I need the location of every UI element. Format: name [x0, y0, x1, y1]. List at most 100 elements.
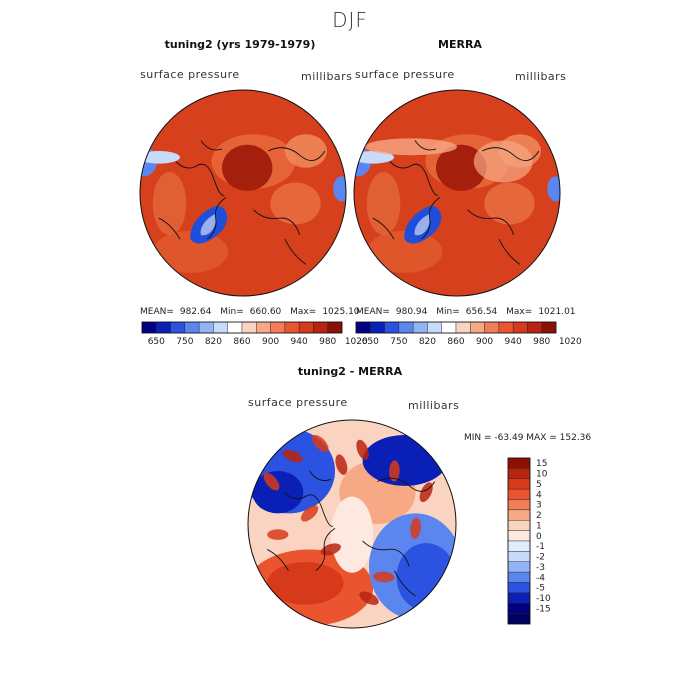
colorbar-swatch — [507, 540, 531, 552]
coastline-segment — [158, 217, 181, 240]
coastline-segment — [414, 140, 437, 151]
colorbar-swatch — [355, 321, 371, 334]
panel2-colorbar-tick-label: 900 — [476, 337, 493, 347]
colorbar-swatch — [507, 561, 531, 573]
panel3-colorbar-tick-label: 4 — [536, 490, 542, 500]
coastline-segment — [200, 140, 223, 151]
panel1-units-label: millibars — [301, 70, 353, 83]
terrain-speckle — [300, 505, 319, 522]
colorbar-swatch — [507, 457, 531, 469]
low-pressure-centre — [436, 144, 487, 191]
panel1-colorbar-tick-label: 900 — [262, 337, 279, 347]
panel1-mean-value: 982.64 — [179, 307, 212, 317]
colorbar-frame — [507, 457, 531, 625]
panel3-colorbar-tick-label: -3 — [536, 563, 545, 573]
panel3-colorbar-tick-label: 10 — [536, 470, 548, 480]
panel1-max-label: Max= — [290, 307, 317, 317]
coastline-segment — [393, 570, 416, 597]
panel2-variable-label: surface pressure — [355, 68, 455, 81]
colorbar-swatch — [398, 321, 414, 334]
panel1-map-field — [140, 90, 346, 296]
panel3-colorbar-tick-label: -4 — [536, 573, 545, 583]
colorbar-swatch — [270, 321, 286, 334]
pressure-patch — [285, 134, 327, 168]
colorbar-swatch — [507, 571, 531, 583]
panel2-map-border — [353, 89, 561, 297]
panel1-mean-label: MEAN= — [140, 307, 174, 317]
coastline-segment — [266, 549, 289, 571]
coastline-segment — [283, 491, 334, 527]
colorbar-frame — [141, 321, 343, 334]
panel2-map-field — [354, 90, 560, 296]
coastline-segment — [377, 477, 436, 492]
coastline-segment — [175, 161, 225, 196]
mountain-low — [140, 151, 180, 164]
mountain-low — [354, 151, 394, 164]
terrain-speckle — [373, 571, 395, 583]
rockies-low — [333, 176, 346, 202]
panel3-colorbar-tick-label: 0 — [536, 532, 542, 542]
panel3-colorbar-tick-label: -15 — [536, 604, 551, 614]
colorbar-swatch — [470, 321, 485, 334]
panel2-colorbar-tick-label: 940 — [505, 337, 522, 347]
panel1-variable-label: surface pressure — [140, 68, 240, 81]
terrain-speckle — [335, 454, 348, 475]
panel3-colorbar-tick-label: -10 — [536, 594, 551, 604]
colorbar-swatch — [327, 321, 343, 334]
colorbar-swatch — [507, 520, 531, 531]
coastline-segment — [207, 196, 227, 240]
terrain-speckle — [359, 591, 379, 605]
greenland-edge — [414, 214, 431, 236]
panel2-max-label: Max= — [506, 307, 533, 317]
panel3-colorbar-tick-label: 15 — [536, 459, 547, 469]
panel2-min-value: 656.54 — [465, 307, 498, 317]
colorbar-swatch — [507, 551, 531, 562]
negative-anomaly-west-core — [252, 471, 304, 514]
coastline-segment — [253, 209, 301, 236]
panel3-coastlines — [266, 470, 436, 597]
panel1-colorbar-tick-label: 1020 — [345, 337, 368, 347]
terrain-band — [473, 140, 533, 183]
colorbar-swatch — [441, 321, 457, 334]
terrain-speckle — [356, 439, 369, 460]
colorbar-swatch — [512, 321, 528, 334]
panel3-colorbar-tick-label: -1 — [536, 542, 545, 552]
panel1-colorbar-tick-label: 820 — [205, 337, 222, 347]
panel1-title: tuning2 (yrs 1979-1979) — [164, 38, 316, 51]
colorbar-swatch — [213, 321, 228, 334]
panel1-colorbar: 650 750 820 860 900 940 980 1020 — [141, 321, 368, 347]
panel2-colorbar: 650 750 820 860 900 940 980 1020 — [355, 321, 582, 347]
coastline-segment — [372, 217, 395, 240]
colorbar-swatch — [507, 592, 531, 604]
negative-anomaly-east-core — [396, 543, 456, 611]
panel1-colorbar-tick-label: 650 — [148, 337, 165, 347]
panel3-units-label: millibars — [408, 399, 460, 412]
terrain-speckle — [410, 517, 421, 539]
colorbar-swatch — [412, 321, 428, 334]
panel1-colorbar-tick-label: 750 — [176, 337, 193, 347]
low-pressure-centre — [222, 144, 273, 191]
panel2-colorbar-tick-label: 980 — [533, 337, 550, 347]
terrain-speckle — [311, 434, 329, 452]
panel2-mean-label: MEAN= — [356, 307, 390, 317]
colorbar-swatch — [156, 321, 171, 334]
panel2-colorbar-tick-label: 1020 — [559, 337, 582, 347]
panel2-units-label: millibars — [515, 70, 567, 83]
panel1-coastlines — [158, 140, 326, 265]
panel2-coastlines — [372, 140, 540, 265]
pressure-patch — [366, 230, 443, 273]
colorbar-swatch — [284, 321, 300, 334]
colorbar-swatch — [507, 478, 531, 490]
colorbar-swatch — [507, 509, 531, 521]
panel3-colorbar-tick-label: 5 — [536, 480, 542, 490]
rockies-low — [547, 176, 560, 202]
panel3-colorbar-tick-label: 2 — [536, 511, 542, 521]
panel1-max-value: 1025.10 — [322, 307, 360, 317]
panel3-colorbar-tick-label: -2 — [536, 553, 545, 563]
panel3-stats: MIN = -63.49 MAX = 152.36 — [464, 433, 592, 443]
pressure-patch — [152, 230, 229, 273]
colorbar-swatch — [507, 603, 531, 614]
terrain-speckle — [389, 460, 400, 482]
coastline-segment — [267, 147, 326, 161]
